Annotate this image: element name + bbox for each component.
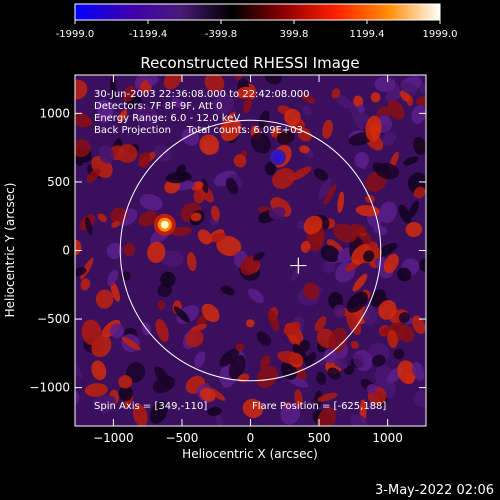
info-line-detectors: Detectors: 7F 8F 9F, Att 0 [94,101,222,112]
colorbar-tick-label: -1999.0 [56,29,95,40]
heatmap [75,75,426,426]
info-line-energy-range: Energy Range: 6.0 - 12.0 keV [94,113,240,124]
spin-axis-label: Spin Axis = [349,-110] [94,401,207,412]
x-tick-label: −500 [165,431,198,445]
y-tick-label: −500 [37,312,70,326]
colorbar-tick-label: 399.8 [280,29,309,40]
x-axis: −1000 −500 0 500 1000 [93,75,403,445]
x-tick-label: 1000 [372,431,403,445]
y-tick-label: 0 [62,244,70,258]
x-tick-label: −1000 [93,431,134,445]
x-axis-label: Heliocentric X (arcsec) [182,447,318,461]
footer-date: 3-May-2022 02:06 [375,483,494,498]
flare-position-label: Flare Position = [-625,188] [252,401,386,412]
colorbar-tick-label: 1199.4 [350,29,385,40]
spin-axis-marker [290,257,307,274]
y-axis: −1000 −500 0 500 1000 [29,106,426,395]
colorbar-ticks: -1999.0 -1199.4 -399.8 399.8 1199.4 1999.0 [56,20,458,40]
solar-limb-circle [119,119,382,382]
info-line-time-range: 30-Jun-2003 22:36:08.000 to 22:42:08.000 [94,89,310,100]
chart-title: Reconstructed RHESSI Image [140,54,359,72]
y-axis-label: Heliocentric Y (arcsec) [3,183,17,318]
x-tick-label: 0 [247,431,255,445]
x-tick-label: 500 [308,431,331,445]
y-tick-label: 1000 [39,106,70,120]
colorbar-tick-label: -399.8 [205,29,237,40]
colorbar-tick-label: 1999.0 [423,29,458,40]
info-line-method-counts: Back Projection Total counts: 6.09E+03 [94,125,303,136]
y-tick-label: 500 [47,175,70,189]
colorbar-tick-label: -1199.4 [129,29,168,40]
colorbar [74,3,441,21]
y-tick-label: −1000 [29,381,70,395]
